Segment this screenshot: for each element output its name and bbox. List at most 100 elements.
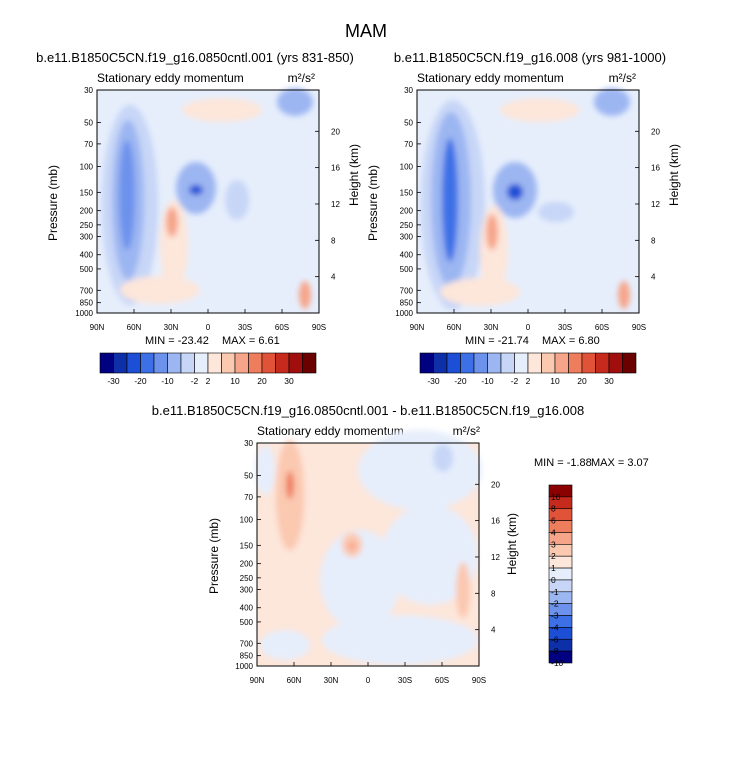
y-tick-label: 150 [400,188,414,197]
y-tick-label: 1000 [395,309,413,318]
y-tick-label: 300 [240,585,254,594]
min-label: MIN = -23.42 [145,335,209,347]
colorbar-box [541,352,556,374]
contour-high-mid-core [486,214,498,250]
y-tick-label: 250 [240,574,254,583]
x-tick-label: 30S [398,676,412,685]
colorbar-box [275,352,290,374]
colorbar-label: 10 [551,492,561,502]
x-tick-label: 30S [238,323,252,332]
colorbar-label: -30 [427,376,440,386]
contour-high-top [182,98,262,122]
contour-high-nh-core [286,471,294,499]
contour-high-top [500,98,580,122]
colorbar-label: -10 [161,376,174,386]
colorbar-box [595,352,610,374]
contour-field [96,88,320,314]
x-tick-label: 60N [127,323,142,332]
contour-low-center-core [189,185,203,195]
colorbar-label: 20 [257,376,267,386]
y-tick-label: 50 [404,118,413,127]
y-tick-label: 500 [400,265,414,274]
colorbar-box [288,352,303,374]
contour-field [416,88,640,314]
y-right-tick-label: 16 [491,517,500,526]
max-label: MAX = 6.80 [542,335,600,347]
max-label: MAX = 3.07 [591,457,649,469]
x-tick-label: 0 [366,676,371,685]
colorbar-box [261,352,276,374]
y-tick-label: 30 [404,86,413,95]
colorbar-box [180,352,195,374]
colorbar-label: 0 [551,575,556,585]
colorbar-box [622,352,637,374]
colorbar-box [554,352,569,374]
y-axis-right: 20 16 12 8 4 [475,480,500,635]
contour-field [255,430,482,667]
panel-difference: b.e11.B1850C5CN.f19_g16.0850cntl.001 - b… [152,403,649,685]
contour-low-sh [358,430,482,510]
y-tick-label: 70 [404,140,413,149]
y-tick-label: 100 [400,163,414,172]
colorbar-label: 10 [550,376,560,386]
y-right-tick-label: 4 [331,273,336,282]
y-tick-label: 700 [240,639,254,648]
contour-low-bottomleft [260,630,310,660]
colorbar-label: 30 [284,376,294,386]
panel-title: b.e11.B1850C5CN.f19_g16.008 (yrs 981-100… [394,50,666,65]
colorbar-label: -3 [551,611,559,621]
panel-title: b.e11.B1850C5CN.f19_g16.0850cntl.001 - b… [152,403,584,418]
x-tick-label: 90N [90,323,105,332]
y-axis-label: Pressure (mb) [366,165,380,241]
contour-low-sh-lower [382,505,478,605]
y-tick-label: 30 [84,86,93,95]
y-tick-label: 300 [80,232,94,241]
colorbar-label: -10 [551,658,564,668]
colorbar-label: 3 [551,539,556,549]
contour-high-bottom [120,276,200,304]
contour-low-left [255,445,275,495]
x-tick-label: 60N [447,323,462,332]
colorbar-label: 6 [551,516,556,526]
y-tick-label: 700 [400,286,414,295]
colorbar-box [473,352,488,374]
y-right-tick-label: 8 [651,236,656,245]
y-right-tick-label: 12 [491,553,500,562]
colorbar-box [460,352,475,374]
contour-low-top [277,88,313,116]
colorbar-box [113,352,128,374]
y-tick-label: 250 [80,221,94,230]
colorbar-label: -2 [511,376,519,386]
colorbar-label: -20 [134,376,147,386]
x-tick-label: 0 [526,323,531,332]
x-tick-label: 90S [472,676,486,685]
contour-low-se [225,180,249,220]
contour-low-topright [433,444,453,472]
colorbar-label: -20 [454,376,467,386]
y-axis-label: Pressure (mb) [207,518,221,594]
colorbar-label: 2 [551,551,556,561]
y-tick-label: 70 [84,140,93,149]
colorbar-box [487,352,502,374]
colorbar-box [126,352,141,374]
colorbar-box [194,352,209,374]
y-tick-label: 850 [400,299,414,308]
x-tick-label: 60S [595,323,609,332]
y-tick-label: 400 [80,251,94,260]
contour-high-sh [299,281,311,309]
panel-subtitle: Stationary eddy momentum [417,71,564,85]
colorbar-label: -2 [551,599,559,609]
colorbar: -30 -20 -10 -2 2 10 20 30 [99,352,317,386]
contour-high-center-core [348,542,356,550]
colorbar-box [419,352,434,374]
panel-top-left: b.e11.B1850C5CN.f19_g16.0850cntl.001 (yr… [36,50,361,386]
x-tick-label: 90N [250,676,265,685]
contour-high-bottom [440,278,520,306]
page-title: MAM [345,21,387,41]
colorbar-box [548,650,573,664]
y-tick-label: 100 [240,516,254,525]
colorbar-box [302,352,317,374]
